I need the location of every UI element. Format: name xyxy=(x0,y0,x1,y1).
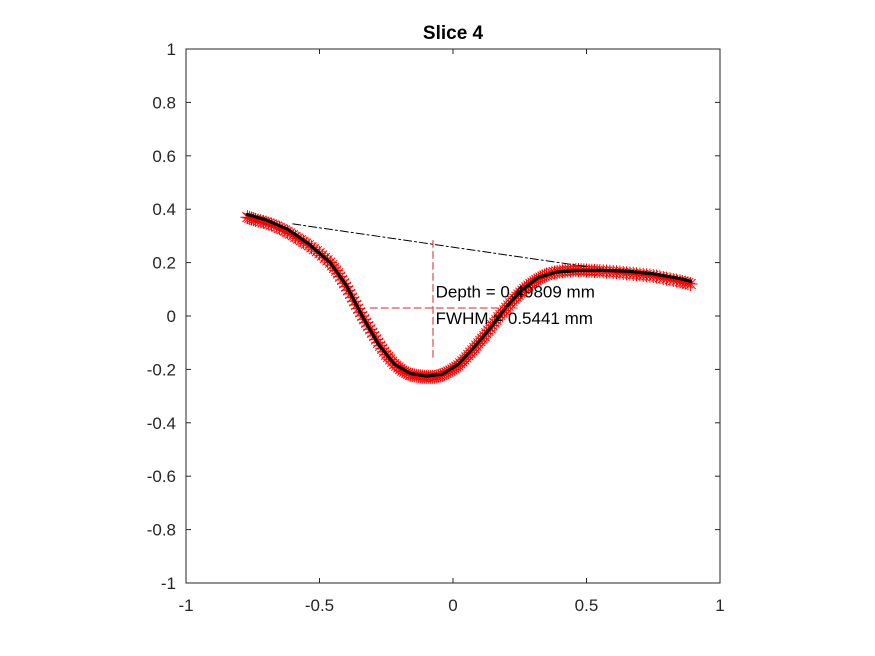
x-tick-label: 1 xyxy=(715,596,724,615)
y-tick-label: 0 xyxy=(167,307,176,326)
y-tick-label: -0.2 xyxy=(147,360,176,379)
annotation-label: FWHM = 0.5441 mm xyxy=(436,309,593,328)
x-tick-label: 0 xyxy=(448,596,457,615)
y-tick-label: -0.4 xyxy=(147,414,176,433)
series-smoothed-fit xyxy=(245,212,693,378)
ticks-layer: -1 -0.5 0 0.5 1 -1 -0.8 -0.6 -0.4 -0.2 0 0.2 0.4 0.6 0… xyxy=(147,40,725,615)
y-tick-label: -0.8 xyxy=(147,521,176,540)
plot-area xyxy=(186,49,720,583)
y-tick-label: -1 xyxy=(161,574,176,593)
y-tick-label: 0.4 xyxy=(152,200,176,219)
series-baseline xyxy=(292,223,587,268)
y-tick-label: 0.2 xyxy=(152,254,176,273)
star-marker xyxy=(683,276,698,291)
series-layer xyxy=(240,210,698,384)
y-tick-label: 0.8 xyxy=(152,93,176,112)
x-tick-label: -1 xyxy=(178,596,193,615)
x-tick-label: 0.5 xyxy=(575,596,599,615)
chart-title: Slice 4 xyxy=(423,23,484,44)
y-tick-label: 1 xyxy=(167,40,176,59)
x-tick-label: -0.5 xyxy=(305,596,334,615)
annotations-layer: Depth = 0.49809 mm FWHM = 0.5441 mm xyxy=(436,282,595,328)
annotation-label: Depth = 0.49809 mm xyxy=(436,282,595,301)
y-tick-label: -0.6 xyxy=(147,467,176,486)
y-tick-label: 0.6 xyxy=(152,147,176,166)
